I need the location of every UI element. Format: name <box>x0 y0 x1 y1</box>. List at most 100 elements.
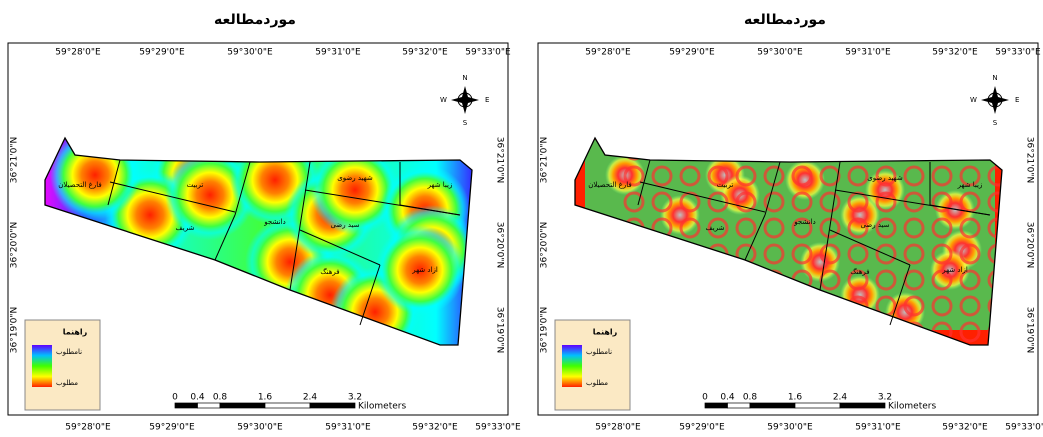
legend-title: راهنما <box>593 328 618 337</box>
district-label: شهید رضوی <box>337 174 373 182</box>
suitability-spot <box>987 321 1002 343</box>
suitability-spot <box>931 217 953 239</box>
district-boundary <box>289 161 311 291</box>
suitability-spot <box>903 139 925 161</box>
district-boundary <box>359 264 381 326</box>
lon-label-bottom: 59°32'0"E <box>942 423 988 433</box>
suitability-spot <box>903 321 925 343</box>
legend-low: نامطلوب <box>586 348 612 356</box>
suitability-spot <box>791 217 813 239</box>
scale-label: 0.8 <box>743 393 758 403</box>
suitability-spot <box>735 165 757 187</box>
suitability-spot <box>735 191 757 213</box>
suitability-spot <box>651 269 673 291</box>
scale-label: 1.6 <box>788 393 803 403</box>
district-label: شهید رضوی <box>867 174 903 182</box>
suitability-spot <box>763 191 785 213</box>
suitability-spot <box>791 321 813 343</box>
suitability-spot <box>623 165 645 187</box>
district-label: فارغ التحصیلان <box>58 181 101 189</box>
district-label: دانشجو <box>793 218 815 226</box>
suitability-spot <box>735 139 757 161</box>
suitability-spot <box>623 269 645 291</box>
suitability-zone <box>50 138 140 220</box>
district-boundary <box>764 161 781 216</box>
district-boundary <box>744 214 766 261</box>
suitability-spot <box>819 191 841 213</box>
lat-label-right: 36°21'0"N <box>495 137 505 183</box>
district-boundary <box>889 264 911 326</box>
suitability-spot <box>875 165 897 187</box>
lon-label-top: 59°30'0"E <box>227 48 273 58</box>
lon-label-top: 59°28'0"E <box>585 48 631 58</box>
lon-label-bottom: 59°29'0"E <box>149 423 195 433</box>
map-panel: موردمطالعه 59°28'0"E 59°28'0"E 59°29'0"E 59°… <box>7 12 521 433</box>
legend-bar <box>562 345 582 387</box>
legend-low: نامطلوب <box>56 348 82 356</box>
lon-label-bottom: 59°30'0"E <box>237 423 283 433</box>
lon-label-top: 59°33'0"E <box>465 48 511 58</box>
suitability-spot <box>959 243 981 265</box>
scale-segment <box>309 402 356 409</box>
district-label: تربیت <box>717 181 734 189</box>
study-area <box>575 138 1002 345</box>
scale-segment <box>749 402 796 409</box>
district-label: تربیت <box>187 181 204 189</box>
compass-star <box>981 86 1009 114</box>
legend-box <box>24 319 101 411</box>
lon-label-bottom: 59°28'0"E <box>595 423 641 433</box>
district-label: زیبا شهر <box>957 181 983 189</box>
suitability-spot <box>819 295 841 317</box>
suitability-spot <box>875 139 897 161</box>
suitability-spot <box>679 243 701 265</box>
suitability-spot <box>679 269 701 291</box>
scale-segment <box>174 402 198 409</box>
suitability-spot <box>903 191 925 213</box>
lat-label-left: 36°20'0"N <box>540 222 550 268</box>
legend-high: مطلوب <box>56 379 78 387</box>
scale-label: 0 <box>702 393 708 403</box>
suitability-spot <box>679 295 701 317</box>
lon-label-top: 59°28'0"E <box>55 48 101 58</box>
suitability-spot <box>707 217 729 239</box>
suitability-spot <box>791 243 813 265</box>
scale-segment <box>794 402 841 409</box>
scale-unit: Kilometers <box>358 402 406 412</box>
scale-label: 0 <box>172 393 178 403</box>
suitability-spot <box>651 191 673 213</box>
scale-label: 1.6 <box>258 393 273 403</box>
suitability-spot <box>819 243 841 265</box>
district-boundary <box>819 161 841 291</box>
district-label: فرهنگ <box>320 267 339 276</box>
suitability-spot <box>819 269 841 291</box>
compass-w: W <box>440 96 447 104</box>
legend-high: مطلوب <box>586 379 608 387</box>
suitability-spot <box>959 269 981 291</box>
district-label: سید رضی <box>330 221 359 229</box>
district-boundary <box>829 229 911 266</box>
suitability-spot <box>651 139 673 161</box>
suitability-spot <box>931 269 953 291</box>
suitability-spot <box>791 139 813 161</box>
legend-bar <box>32 345 52 387</box>
suitability-spot <box>903 295 925 317</box>
suitability-spot <box>987 139 1002 161</box>
compass-e: E <box>1015 96 1019 104</box>
map-title: موردمطالعه <box>744 12 826 28</box>
suitability-spot <box>875 191 897 213</box>
suitability-spot <box>819 139 841 161</box>
scale-label: 0.8 <box>213 393 228 403</box>
scale-label: 0.4 <box>190 393 205 403</box>
suitability-spot <box>707 139 729 161</box>
lat-label-right: 36°19'0"N <box>495 307 505 353</box>
district-label: فرهنگ <box>850 267 869 276</box>
suitability-spot <box>959 295 981 317</box>
compass-n: N <box>462 74 467 82</box>
lon-label-top: 59°33'0"E <box>995 48 1041 58</box>
lon-label-bottom: 59°33'0"E <box>1005 423 1043 433</box>
suitability-spot <box>763 243 785 265</box>
district-label: سید رضی <box>860 221 889 229</box>
suitability-spot <box>875 321 897 343</box>
suitability-spot <box>651 243 673 265</box>
